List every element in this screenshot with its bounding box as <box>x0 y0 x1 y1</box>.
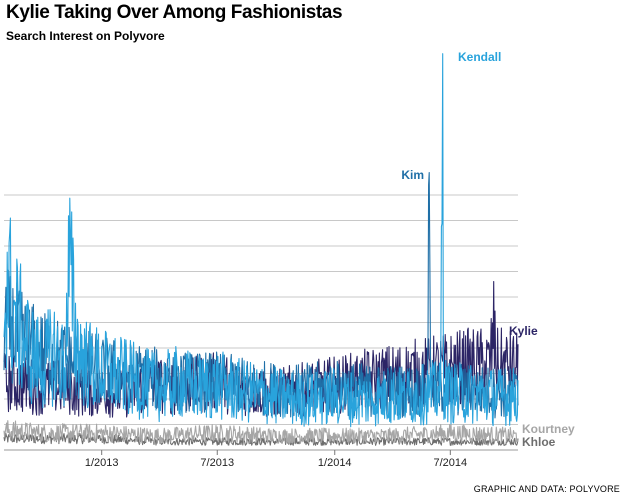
series-lines <box>3 53 519 446</box>
x-tick-label: 7/2014 <box>433 457 467 469</box>
chart-title: Kylie Taking Over Among Fashionistas <box>6 2 343 23</box>
x-axis: 1/2013 7/2013 1/2014 7/2014 <box>85 450 467 469</box>
series-label-kendall: Kendall <box>458 50 501 64</box>
series-label-khloe: Khloe <box>522 435 556 449</box>
series-label-kourtney: Kourtney <box>522 422 575 436</box>
x-tick-label: 7/2013 <box>200 457 234 469</box>
x-tick-label: 1/2013 <box>85 457 119 469</box>
series-label-kim: Kim <box>401 168 424 182</box>
chart-subtitle: Search Interest on Polyvore <box>6 29 165 43</box>
series-label-kylie: Kylie <box>509 324 538 338</box>
series-line-kendall <box>3 53 519 428</box>
x-tick-label: 1/2014 <box>318 457 352 469</box>
series-line-kourtney <box>3 420 519 445</box>
source-credit: GRAPHIC AND DATA: POLYVORE <box>473 484 620 494</box>
